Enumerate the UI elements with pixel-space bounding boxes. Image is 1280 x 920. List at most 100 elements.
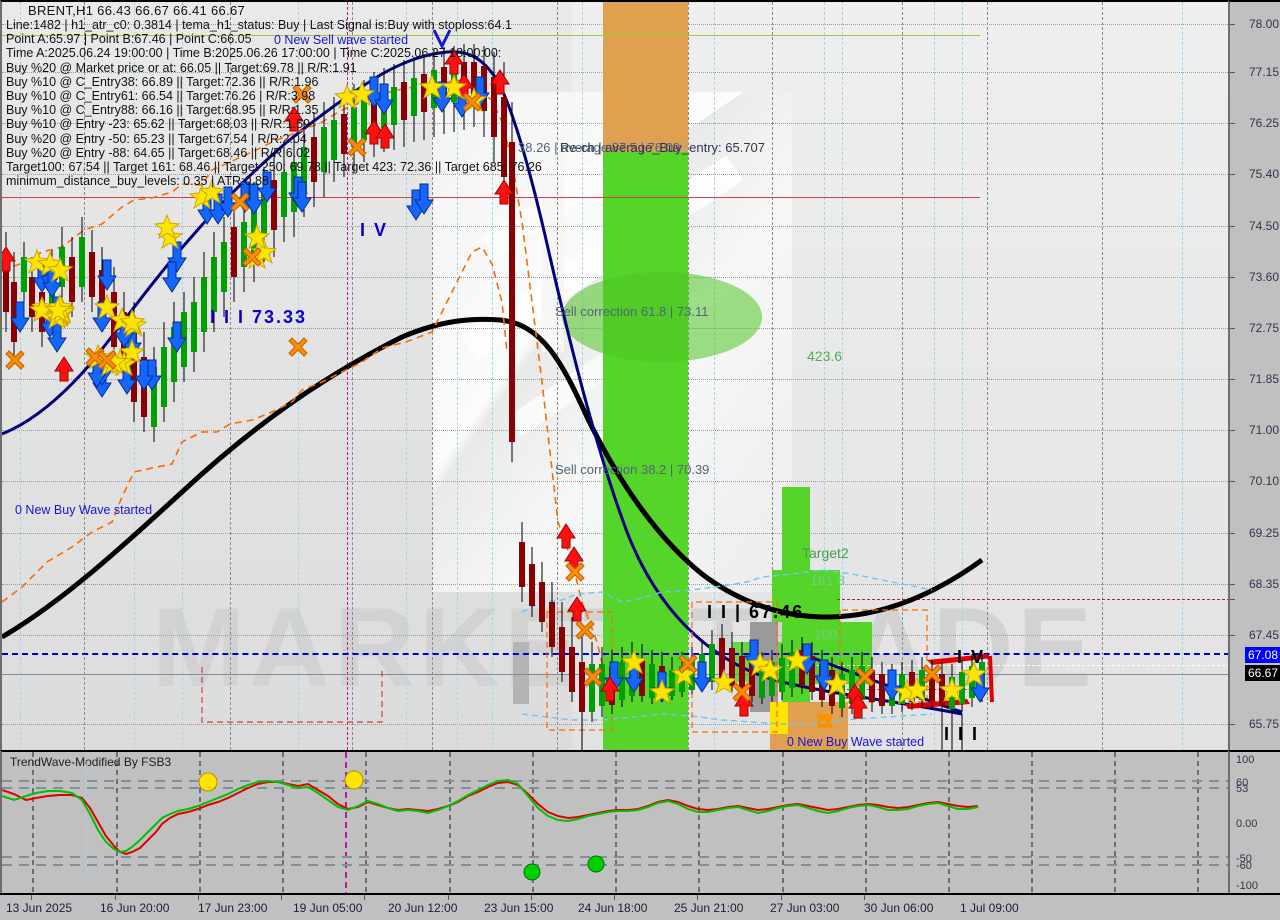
time-tick-1: 16 Jun 20:00: [100, 901, 170, 915]
time-tick-0: 13 Jun 2025: [6, 901, 73, 915]
last-price-badge: 66.67: [1244, 665, 1280, 681]
price-tick-12: 67.45: [1248, 628, 1279, 642]
fib-100-label: 100: [814, 626, 838, 642]
green-level-line: [2, 35, 980, 36]
wave-label-4-left: I V: [360, 220, 389, 240]
price-tick-6: 72.75: [1248, 321, 1279, 335]
indicator-top-dot-1: [198, 772, 218, 792]
price-tick-5: 73.60: [1248, 270, 1279, 284]
white-dashed-level: [762, 665, 1230, 666]
readout-line-1: Point A:65.97 | Point B:67.46 | Point C:…: [6, 32, 252, 47]
indicator-pane[interactable]: TrendWave-Modified By FSB3: [0, 750, 1230, 895]
slow-ma-line: [2, 316, 984, 640]
price-scale[interactable]: 78.00 77.15 76.25 75.40 74.50 73.60 72.7…: [1228, 0, 1280, 750]
entry-box-2: [691, 601, 778, 733]
time-tick-2: 17 Jun 23:00: [198, 901, 268, 915]
indicator-tick-1: 60: [1236, 777, 1249, 789]
indicator-bottom-dot-2: [587, 855, 605, 873]
red-marker-right: [988, 655, 994, 703]
sell-wave-v-marker: [432, 29, 452, 50]
blue-dashed-level-line: [2, 653, 1230, 655]
grey-block-2: [513, 642, 529, 704]
time-tick-5: 23 Jun 15:00: [484, 901, 554, 915]
price-chart-pane[interactable]: MARKET TRADE: [0, 0, 1230, 750]
buy-zone-rect: [603, 152, 688, 750]
readout-line-2: Time A:2025.06.24 19:00:00 | Time B:2025…: [6, 46, 502, 61]
red-dashed-upper: [837, 599, 1230, 600]
price-tick-8: 71.00: [1248, 423, 1279, 437]
trendwave-slow-line: [2, 780, 979, 856]
entry-box-3: [839, 609, 928, 703]
wave-label-5-right: I V: [957, 647, 986, 667]
red-marker-top: [927, 654, 992, 665]
wave-label-3-left: I I I 73.33: [210, 307, 308, 327]
time-tick-6: 24 Jun 18:00: [578, 901, 648, 915]
yellow-block-right: [770, 702, 788, 734]
readout-line-3: Buy %20 @ Market price or at: 66.05 || T…: [6, 60, 357, 75]
indicator-tick-3: 0.00: [1236, 818, 1258, 830]
indicator-bottom-dot-1: [523, 863, 541, 881]
indicator-tick-6: -100: [1236, 880, 1259, 892]
price-tick-11: 68.35: [1248, 577, 1279, 591]
orange-small-block: [818, 714, 832, 728]
time-axis[interactable]: 13 Jun 2025 16 Jun 20:00 17 Jun 23:00 19…: [0, 893, 1280, 920]
fib-4236-label: 423.6: [807, 348, 843, 364]
target2-label: Target2: [802, 545, 849, 561]
indicator-tick-4: -50: [1236, 853, 1252, 865]
readout-line-6: Buy %10 @ C_Entry88: 66.16 || Target:68.…: [6, 103, 319, 118]
price-tick-4: 74.50: [1248, 219, 1279, 233]
readout-line-9: Buy %20 @ Entry -88: 64.65 || Target:68.…: [6, 145, 311, 160]
envelope-upper: [2, 79, 604, 668]
sell-zone-rect-fade: [603, 142, 688, 152]
price-tick-7: 71.85: [1248, 372, 1279, 386]
time-tick-3: 19 Jun 05:00: [293, 901, 363, 915]
price-tick-1: 77.15: [1248, 65, 1279, 79]
price-tick-3: 75.40: [1248, 167, 1279, 181]
bid-price-badge: 67.08: [1244, 647, 1280, 663]
price-tick-10: 69.25: [1248, 526, 1279, 540]
buy-zone-ellipse: [562, 272, 762, 362]
readout-line-5: Buy %10 @ C_Entry61: 66.54 || Target:76.…: [6, 89, 316, 104]
sell-arrow-icons: [2, 49, 868, 719]
chart-drawing-overlay: [2, 29, 994, 750]
sell-correction-618-label: Sell correction 61.8 | 73.11: [555, 304, 709, 319]
new-buy-wave-right-label: 0 New Buy Wave started: [787, 735, 925, 749]
time-tick-9: 30 Jun 06:00: [864, 901, 934, 915]
new-buy-wave-left-label: 0 New Buy Wave started: [15, 503, 153, 517]
price-tick-0: 78.00: [1248, 17, 1279, 31]
indicator-title: TrendWave-Modified By FSB3: [10, 755, 172, 769]
price-tick-2: 76.25: [1248, 116, 1279, 130]
symbol-quote-line: BRENT,H1 66.43 66.67 66.41 66.67: [28, 3, 246, 18]
readout-line-10: Target100: 67.54 || Target 161: 68.46 ||…: [6, 160, 542, 175]
indicator-tick-2: 53: [1236, 783, 1249, 795]
time-tick-8: 27 Jun 03:00: [770, 901, 840, 915]
symbol-readout-panel: BRENT,H1 66.43 66.67 66.41 66.67 Line:14…: [6, 3, 542, 188]
time-tick-4: 20 Jun 12:00: [388, 901, 458, 915]
overlap-level-label: 38.26 | average 87.5 | 76.09: [518, 140, 681, 155]
wave-label-2-mid: I I | 67.46: [707, 602, 805, 622]
red-level-line: [2, 197, 980, 198]
upper-channel-right: [521, 569, 933, 613]
time-tick-7: 25 Jun 21:00: [674, 901, 744, 915]
indicator-drawing-overlay: [2, 752, 1230, 895]
readout-line-0: Line:1482 | h1_atr_c0: 0.3814 | tema_h1_…: [6, 18, 512, 32]
sell-zone-rect: [603, 2, 688, 142]
fib-1618-label: 161.8: [810, 572, 846, 588]
readout-line-7: Buy %10 @ Entry -23: 65.62 || Target:68.…: [6, 117, 311, 132]
price-tick-9: 70.10: [1248, 474, 1279, 488]
average-buy-entry-label: Re-ch | average_Buy_entry: 65.707: [560, 140, 766, 155]
readout-line-11: minimum_distance_buy_levels: 0.35 | ATR:…: [6, 174, 269, 189]
indicator-tick-0: 100: [1236, 754, 1255, 766]
indicator-scale[interactable]: 100 60 53 0.00 -50 -60 -100: [1228, 750, 1280, 895]
new-sell-wave-label: 0 New Sell wave started: [274, 33, 409, 47]
entry-box-1: [546, 611, 613, 731]
readout-line-8: Buy %20 @ Entry -50: 65.23 || Target:67.…: [6, 131, 307, 146]
wave-label-3-right: I I I: [944, 724, 980, 744]
cross-signal-icons: [5, 84, 942, 702]
time-tick-10: 1 Jul 09:00: [960, 901, 1019, 915]
lower-channel-right: [521, 713, 933, 725]
envelope-lower: [2, 245, 508, 603]
sell-correction-382-label: Sell correction 38.2 | 70.39: [555, 462, 710, 477]
indicator-top-dot-2: [344, 770, 364, 790]
